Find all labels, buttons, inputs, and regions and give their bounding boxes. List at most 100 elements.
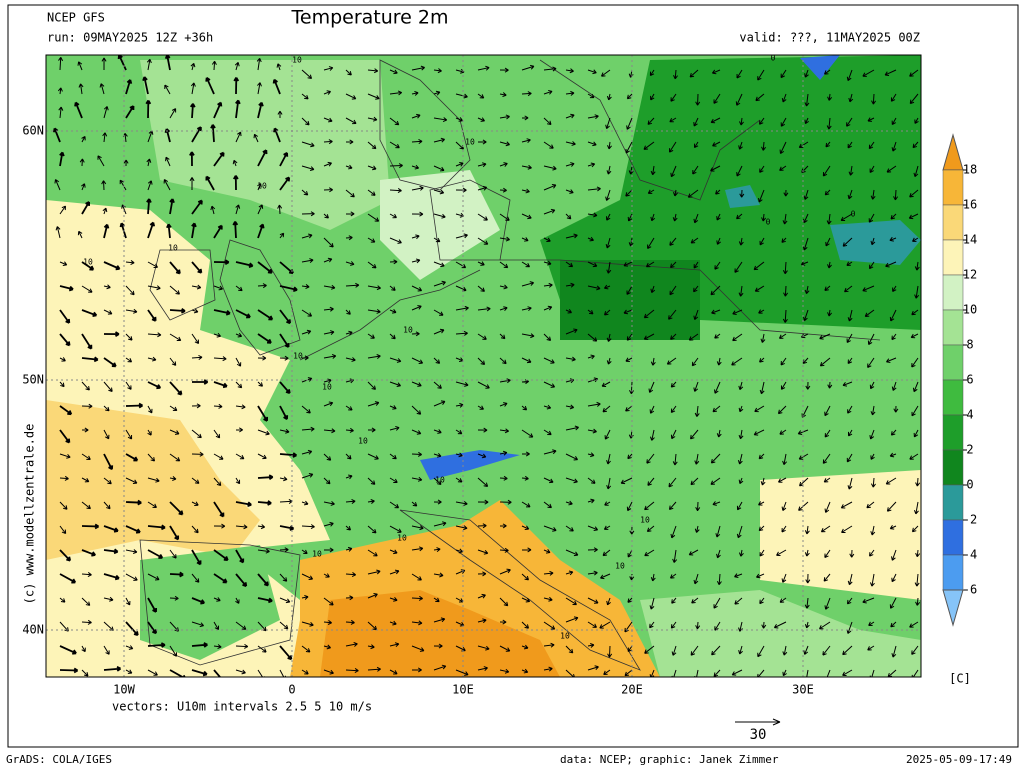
colorbar-tick-label: 6 (966, 373, 973, 387)
wind-arrow (643, 333, 655, 340)
wind-arrow (74, 101, 83, 119)
contour-label: 10 (640, 516, 650, 525)
wind-arrow (669, 141, 677, 153)
wind-arrow (257, 101, 264, 119)
wind-arrow (693, 381, 699, 392)
wind-arrow (233, 77, 240, 95)
wind-arrow (587, 309, 594, 315)
wind-arrow (759, 597, 765, 605)
wind-arrow (587, 162, 596, 168)
wind-arrow (169, 549, 177, 559)
wind-arrow (499, 619, 507, 625)
wind-arrow (732, 333, 743, 342)
wind-arrow (301, 258, 314, 264)
wind-arrow (670, 621, 677, 629)
wind-arrow (81, 477, 90, 483)
wind-arrow (125, 597, 131, 606)
wind-arrow (543, 501, 552, 509)
wind-arrow (301, 669, 309, 675)
wind-arrow (411, 90, 419, 96)
wind-arrow (389, 259, 398, 265)
wind-arrow (499, 645, 511, 652)
wind-arrow (913, 429, 919, 438)
wind-arrow (279, 333, 290, 348)
wind-arrow (804, 117, 810, 125)
wind-arrow (147, 573, 160, 581)
wind-arrow (738, 381, 744, 391)
wind-arrow (689, 69, 699, 78)
wind-arrow (688, 333, 699, 341)
footer-right: 2025-05-09-17:49 (906, 753, 1012, 766)
wind-arrow (169, 645, 178, 657)
wind-arrow (103, 381, 113, 392)
wind-arrow (565, 308, 572, 314)
wind-arrow (627, 453, 633, 460)
wind-arrow (272, 78, 281, 95)
wind-arrow (716, 573, 722, 586)
wind-arrow (891, 117, 897, 126)
wind-arrow (345, 282, 360, 288)
wind-arrow (102, 132, 108, 143)
wind-arrow (862, 69, 875, 77)
wind-arrow (59, 597, 66, 603)
wind-arrow (781, 573, 787, 583)
wind-arrow (824, 69, 831, 75)
wind-arrow (825, 237, 831, 247)
wind-arrow (433, 68, 442, 74)
wind-arrow (411, 285, 423, 292)
wind-arrow (53, 127, 61, 143)
wind-arrow (692, 165, 699, 175)
wind-arrow (716, 549, 721, 559)
wind-arrow (169, 595, 179, 601)
wind-arrow (367, 93, 380, 100)
wind-arrow (869, 549, 875, 557)
wind-arrow (866, 501, 875, 509)
wind-arrow (345, 261, 355, 266)
contour-label: 10 (83, 258, 93, 267)
wind-arrow (279, 621, 289, 630)
wind-arrow (301, 426, 315, 432)
wind-arrow (890, 429, 897, 436)
wind-arrow (648, 381, 655, 393)
wind-arrow (323, 306, 334, 312)
wind-arrow (755, 93, 765, 102)
wind-arrow (693, 117, 699, 127)
wind-arrow (301, 621, 314, 627)
wind-arrow (323, 669, 334, 675)
wind-arrow (521, 573, 529, 581)
coastlines (139, 59, 881, 671)
wind-arrow (147, 221, 156, 239)
wind-arrow (543, 282, 553, 288)
wind-arrow (670, 381, 677, 388)
wind-arrow (804, 69, 809, 78)
wind-arrow (301, 309, 313, 317)
wind-arrow (169, 405, 178, 412)
wind-arrow (911, 525, 919, 533)
wind-arrow (623, 309, 633, 315)
wind-arrow (908, 213, 919, 220)
wind-arrow (213, 309, 231, 316)
wind-arrow (606, 165, 612, 175)
wind-arrow (521, 379, 530, 385)
wind-arrow (345, 572, 357, 578)
wind-arrow (649, 597, 655, 610)
wind-arrow (737, 453, 743, 465)
wind-arrow (301, 284, 310, 289)
wind-arrow (714, 333, 721, 339)
wind-arrow (695, 501, 701, 512)
wind-arrow (367, 549, 378, 557)
wind-arrow (805, 573, 811, 584)
wind-arrow (323, 428, 336, 434)
vectors-note: vectors: U10m intervals 2.5 5 10 m/s (112, 700, 372, 714)
wind-arrow (103, 596, 114, 602)
wind-arrow (647, 117, 655, 125)
vector-scale: 30 (750, 727, 767, 743)
wind-arrow (803, 309, 809, 322)
colorbar: 18 16 14 12 10 8 6 4 2 0 -2 -4 -6 (942, 133, 977, 627)
colorbar-bin (942, 344, 964, 381)
wind-arrow (323, 501, 335, 506)
wind-arrow (915, 477, 921, 487)
wind-arrow (779, 141, 787, 155)
wind-arrow (191, 669, 208, 677)
wind-arrow (169, 571, 184, 578)
